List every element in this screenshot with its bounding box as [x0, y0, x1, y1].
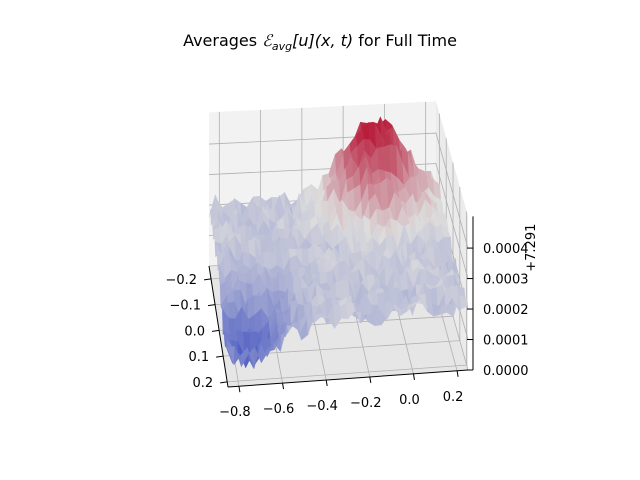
- y-tick-mark: [216, 355, 224, 358]
- x-tick-label: −0.8: [219, 405, 251, 420]
- chart-title: Averages ℰavg[u](x, t) for Full Time: [0, 31, 640, 53]
- surface-cell: [380, 177, 389, 211]
- surface-cell: [347, 188, 356, 212]
- surface-cell: [227, 301, 236, 319]
- z-tick-label: 0.0002: [483, 303, 529, 318]
- grid-line: [208, 132, 469, 249]
- x-tick-mark: [412, 373, 415, 380]
- x-tick-mark: [282, 383, 285, 390]
- z-offset-label: +7.291: [524, 224, 539, 272]
- y-tick-label: 0.1: [188, 350, 209, 365]
- title-prefix: Averages: [183, 31, 263, 50]
- x-axis-ticks: −0.8 −0.6 −0.4 −0.2 0.0 0.2: [219, 370, 464, 420]
- surface-cell: [373, 309, 382, 326]
- y-axis-ticks: −0.2 −0.1 0.0 0.1 0.2: [165, 273, 228, 391]
- x-tick-label: −0.4: [306, 399, 338, 414]
- y-tick-mark: [203, 278, 212, 281]
- x-tick-mark: [325, 379, 328, 387]
- surface-cell: [278, 271, 287, 293]
- x-tick-mark: [369, 376, 372, 384]
- surface-cell: [301, 248, 310, 267]
- y-tick-label: 0.2: [193, 376, 214, 391]
- y-tick-mark: [212, 329, 220, 332]
- surface-cell: [459, 294, 469, 310]
- title-script-e: ℰ: [262, 31, 272, 50]
- z-tick-label: 0.0001: [483, 334, 529, 349]
- x-tick-mark: [238, 386, 241, 393]
- x-tick-label: −0.6: [263, 402, 295, 417]
- axis-lines: [208, 216, 474, 388]
- title-suffix: for Full Time: [353, 31, 457, 50]
- title-bracket: [u](x, t): [292, 31, 354, 50]
- x-tick-label: −0.2: [350, 396, 382, 411]
- y-tick-label: −0.1: [169, 299, 201, 314]
- x-axis-line: [227, 369, 469, 388]
- surface-cell: [213, 225, 222, 244]
- z-tick-label: 0.0003: [483, 273, 529, 288]
- grid-line: [208, 163, 469, 279]
- surface-cell: [377, 146, 385, 172]
- surface-cell: [319, 270, 328, 285]
- y-tick-mark: [220, 381, 228, 384]
- x-tick-label: 0.0: [399, 393, 420, 408]
- z-tick-label: 0.0000: [483, 364, 529, 379]
- title-subscript: avg: [271, 40, 293, 54]
- y-axis-line: [208, 265, 229, 388]
- surface-cell: [442, 234, 452, 238]
- z-axis-ticks: 0.0000 0.0001 0.0002 0.0003 0.0004: [467, 242, 529, 379]
- z-tick-label: 0.0004: [483, 242, 529, 257]
- surface-cell: [383, 144, 392, 174]
- y-tick-label: −0.2: [165, 273, 197, 288]
- x-tick-label: 0.2: [443, 390, 464, 405]
- y-tick-label: 0.0: [184, 324, 205, 339]
- y-tick-mark: [207, 304, 216, 307]
- surface-mesh: [208, 116, 469, 370]
- x-tick-mark: [456, 370, 459, 377]
- grid-line: [227, 364, 467, 383]
- surface-cell: [262, 251, 271, 270]
- surface-cell: [335, 280, 344, 301]
